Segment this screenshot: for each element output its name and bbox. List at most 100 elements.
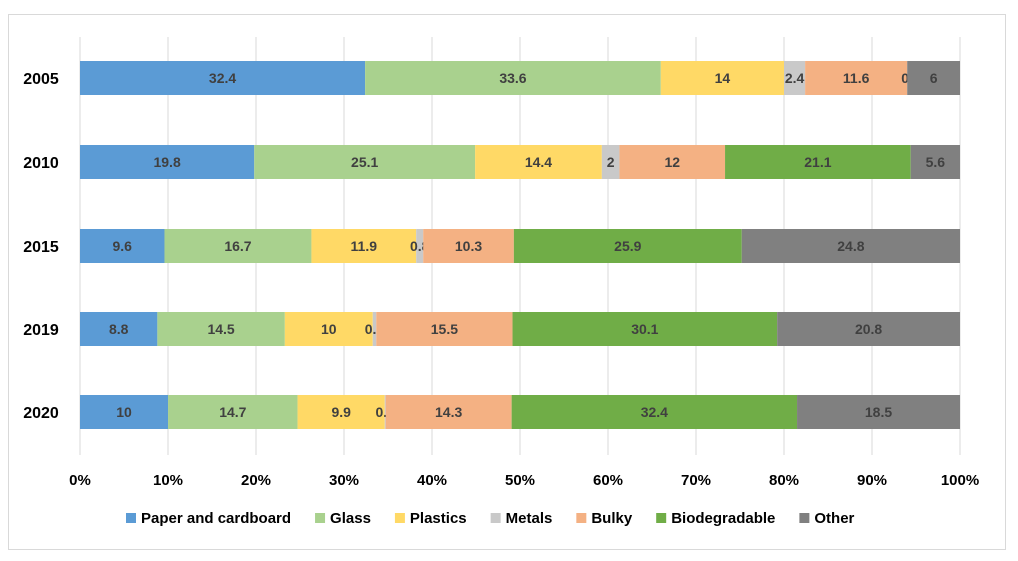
bar-segment-paper-and-cardboard[interactable] — [80, 395, 169, 429]
data-label: 24.8 — [837, 238, 864, 254]
x-axis-ticks: 0% 10% 20% 30% 40% 50% 60% 70% 80% 90% 100% — [69, 472, 979, 489]
bar-segment-metals[interactable] — [372, 312, 377, 346]
data-label: 2 — [607, 154, 615, 170]
legend-label: Plastics — [410, 510, 467, 527]
bar-segment-biodegradable[interactable] — [513, 229, 742, 263]
data-label: 32.4 — [641, 404, 668, 420]
bar-segment-glass[interactable] — [254, 145, 476, 179]
category-label: 2020 — [23, 405, 59, 422]
x-tick-label: 90% — [857, 472, 887, 489]
legend-swatch — [799, 513, 810, 523]
bar-segment-other[interactable] — [797, 395, 960, 429]
data-label: 20.8 — [855, 321, 882, 337]
data-label: 33.6 — [499, 70, 526, 86]
bar-segment-plastics[interactable] — [475, 145, 602, 179]
data-label: 2.4 — [785, 70, 805, 86]
x-tick-label: 40% — [417, 472, 447, 489]
bar-segment-glass[interactable] — [164, 229, 312, 263]
data-label: 11.6 — [843, 70, 870, 86]
stacked-bar-chart: 32.4 33.6 14 2.4 11.6 0 6 19.8 25.1 14.4 2 12 21.1 5.… — [23, 37, 979, 527]
bar-segment-biodegradable[interactable] — [512, 312, 778, 346]
category-label: 2005 — [23, 71, 59, 88]
x-tick-label: 50% — [505, 472, 535, 489]
data-label: 11.9 — [351, 238, 378, 254]
x-tick-label: 0% — [69, 472, 91, 489]
legend-label: Metals — [506, 510, 553, 527]
bar-segment-other[interactable] — [907, 61, 960, 95]
data-label: 25.9 — [614, 238, 641, 254]
category-label: 2010 — [23, 155, 59, 172]
data-label: 14.7 — [219, 404, 246, 420]
bar-segment-plastics[interactable] — [297, 395, 385, 429]
bar-segment-metals[interactable] — [384, 395, 386, 429]
bar-segment-metals[interactable] — [416, 229, 424, 263]
data-label: 12 — [664, 154, 680, 170]
legend-label: Bulky — [591, 510, 633, 527]
data-label: 14.5 — [207, 321, 234, 337]
bar-segment-other[interactable] — [910, 145, 960, 179]
bar-segment-paper-and-cardboard[interactable] — [80, 312, 158, 346]
x-tick-label: 20% — [241, 472, 271, 489]
bar-segment-bulky[interactable] — [423, 229, 514, 263]
x-tick-label: 70% — [681, 472, 711, 489]
bar-segment-glass[interactable] — [365, 61, 661, 95]
data-label: 10 — [321, 321, 337, 337]
bar-segment-paper-and-cardboard[interactable] — [80, 145, 255, 179]
bar-segment-metals[interactable] — [784, 61, 806, 95]
data-label: 14.3 — [435, 404, 462, 420]
x-tick-label: 30% — [329, 472, 359, 489]
legend-label: Glass — [330, 510, 371, 527]
bar-segment-other[interactable] — [741, 229, 960, 263]
legend-swatch — [394, 513, 405, 523]
category-label: 2015 — [23, 239, 59, 256]
bar-segment-other[interactable] — [777, 312, 960, 346]
data-label: 14 — [715, 70, 731, 86]
legend-label: Paper and cardboard — [141, 510, 291, 527]
legend-swatch — [315, 513, 326, 523]
data-label: 25.1 — [351, 154, 378, 170]
data-label: 5.6 — [926, 154, 946, 170]
bar-segment-plastics[interactable] — [311, 229, 417, 263]
data-label: 15.5 — [431, 321, 458, 337]
x-tick-label: 60% — [593, 472, 623, 489]
data-label: 19.8 — [153, 154, 180, 170]
bars: 32.4 33.6 14 2.4 11.6 0 6 19.8 25.1 14.4 2 12 21.1 5.… — [80, 61, 960, 429]
data-label: 6 — [930, 70, 938, 86]
legend-swatch — [490, 513, 501, 523]
bar-segment-plastics[interactable] — [284, 312, 373, 346]
x-tick-label: 10% — [153, 472, 183, 489]
bar-segment-glass[interactable] — [168, 395, 298, 429]
data-label: 30.1 — [631, 321, 658, 337]
bar-segment-bulky[interactable] — [619, 145, 726, 179]
legend-label: Biodegradable — [671, 510, 775, 527]
bar-segment-plastics[interactable] — [660, 61, 784, 95]
data-label: 14.4 — [525, 154, 552, 170]
bar-segment-biodegradable[interactable] — [511, 395, 798, 429]
data-label: 0 — [901, 70, 909, 86]
category-label: 2019 — [23, 322, 59, 339]
bar-segment-paper-and-cardboard[interactable] — [80, 229, 165, 263]
data-label: 32.4 — [209, 70, 236, 86]
legend-swatch — [656, 513, 667, 523]
legend-label: Other — [814, 510, 854, 527]
legend-swatch — [576, 513, 587, 523]
bar-segment-bulky[interactable] — [376, 312, 513, 346]
data-label: 10.3 — [455, 238, 482, 254]
x-tick-label: 100% — [941, 472, 979, 489]
legend-swatch — [126, 513, 136, 523]
category-labels: 2005 2010 2015 2019 2020 — [23, 71, 59, 422]
bar-segment-bulky[interactable] — [385, 395, 512, 429]
data-label: 21.1 — [804, 154, 831, 170]
bar-segment-paper-and-cardboard[interactable] — [80, 61, 366, 95]
x-tick-label: 80% — [769, 472, 799, 489]
data-label: 16.7 — [224, 238, 251, 254]
data-label: 9.6 — [113, 238, 133, 254]
data-label: 9.9 — [331, 404, 351, 420]
bar-segment-biodegradable[interactable] — [725, 145, 911, 179]
bar-segment-metals[interactable] — [601, 145, 620, 179]
data-label: 18.5 — [865, 404, 892, 420]
bar-segment-glass[interactable] — [157, 312, 285, 346]
data-label: 10 — [116, 404, 132, 420]
bar-segment-bulky[interactable] — [805, 61, 908, 95]
data-label: 8.8 — [109, 321, 129, 337]
